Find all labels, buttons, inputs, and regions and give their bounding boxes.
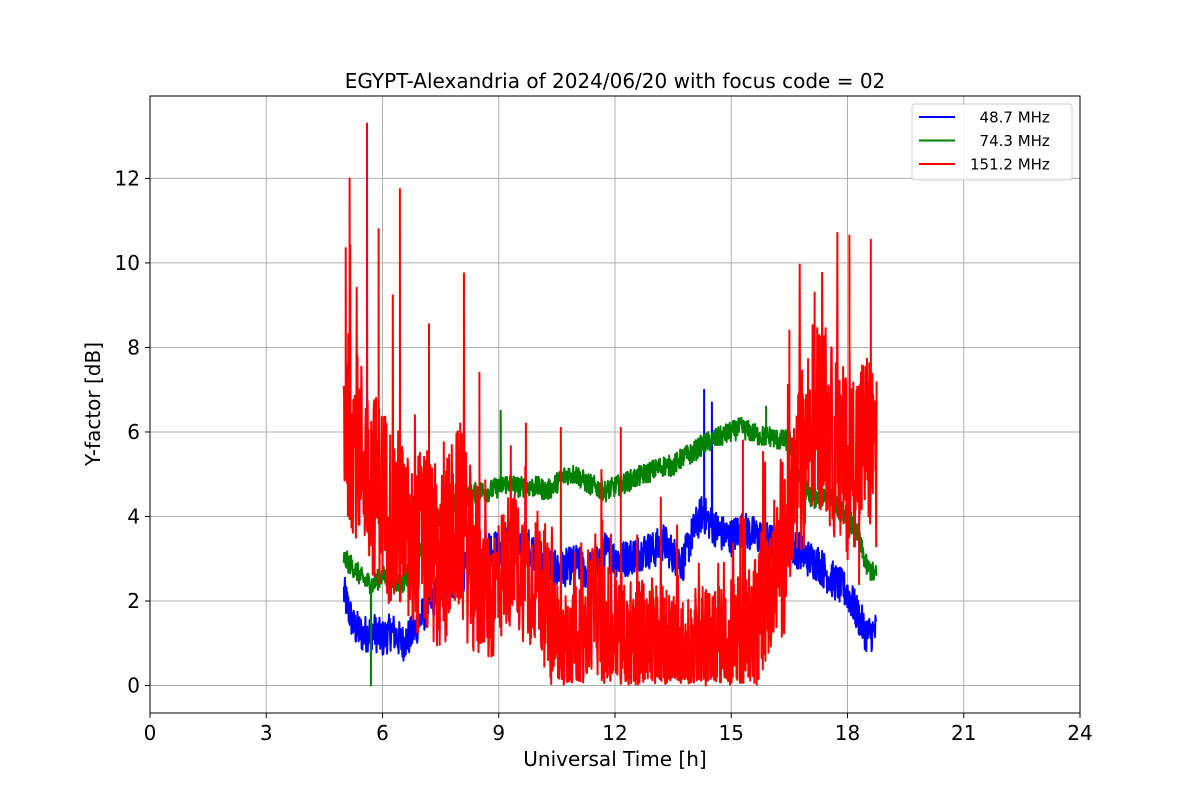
series-layer [342, 122, 878, 687]
y-tick-label: 6 [127, 420, 140, 444]
x-tick-label: 0 [144, 721, 157, 745]
legend-label: 151.2 MHz [970, 156, 1050, 174]
grid-lines [149, 96, 1081, 713]
chart-title: EGYPT-Alexandria of 2024/06/20 with focu… [345, 69, 886, 93]
legend-label: 48.7 MHz [970, 109, 1050, 127]
y-tick-label: 8 [127, 335, 140, 359]
y-axis-ticks: 0 2 4 6 8 10 12 [115, 166, 150, 698]
x-axis-label: Universal Time [h] [523, 747, 706, 771]
x-tick-label: 21 [951, 721, 976, 745]
y-tick-label: 12 [115, 166, 140, 190]
x-tick-label: 3 [260, 721, 273, 745]
x-tick-label: 6 [376, 721, 389, 745]
y-tick-label: 10 [115, 251, 140, 275]
series-line [342, 122, 878, 687]
y-tick-label: 4 [127, 504, 140, 528]
y-axis-label: Y-factor [dB] [81, 342, 105, 467]
x-tick-label: 12 [602, 721, 627, 745]
legend-frame [911, 103, 1073, 181]
x-tick-label: 15 [719, 721, 744, 745]
legend: 48.7 MHz 74.3 MHz 151.2 MHz [911, 103, 1073, 181]
x-tick-label: 9 [492, 721, 505, 745]
x-axis-ticks: 0 3 6 9 12 15 18 21 24 [144, 713, 1093, 745]
x-tick-label: 18 [835, 721, 860, 745]
y-tick-label: 0 [127, 674, 140, 698]
x-tick-label: 24 [1067, 721, 1092, 745]
legend-label: 74.3 MHz [970, 132, 1050, 150]
y-tick-label: 2 [127, 589, 140, 613]
